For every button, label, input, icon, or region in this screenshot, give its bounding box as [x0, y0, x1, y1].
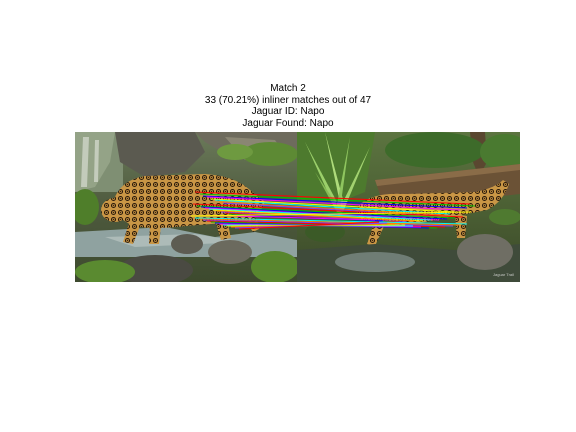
match-line: [206, 196, 461, 211]
match-line: [202, 195, 468, 209]
match-line: [198, 218, 462, 226]
match-line: [199, 193, 476, 207]
match-line: [238, 221, 380, 230]
image-axes: Jaguar Trail: [75, 132, 520, 282]
title-jaguar-found: Jaguar Found: Napo: [242, 117, 334, 129]
match-line: [196, 205, 456, 219]
right-jaguar-photo: Jaguar Trail: [297, 132, 520, 282]
match-line: [214, 199, 451, 215]
match-line: [210, 198, 456, 213]
title-match-number: Match 2: [270, 83, 306, 94]
match-line: [194, 217, 468, 225]
match-line: [236, 215, 376, 221]
match-line: [192, 203, 464, 218]
left-jaguar-photo: [75, 132, 299, 282]
match-line: [200, 206, 448, 220]
image-watermark: Jaguar Trail: [493, 272, 514, 277]
match-line: [216, 210, 416, 222]
match-line: [194, 191, 471, 205]
match-visualization: Jaguar Trail: [75, 132, 520, 282]
title-jaguar-id: Jaguar ID: Napo: [251, 106, 325, 117]
match-lines: [190, 191, 476, 230]
match-line: [190, 211, 472, 217]
figure-title: Match 2 33 (70.21%) inliner matches out …: [0, 83, 576, 129]
match-line: [202, 219, 454, 227]
title-inlier-summary: 33 (70.21%) inliner matches out of 47: [204, 94, 372, 106]
